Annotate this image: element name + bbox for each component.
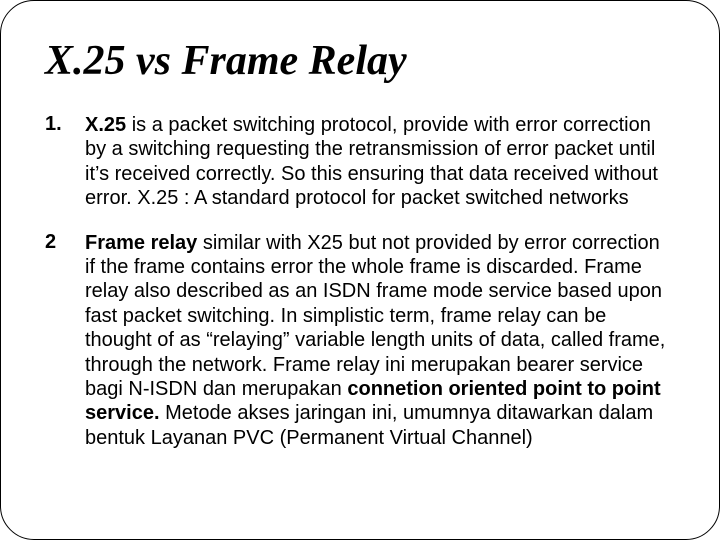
list-marker: 2	[45, 231, 85, 471]
text-run: Metode akses jaringan ini, umumnya ditaw…	[85, 402, 653, 448]
list-marker: 1.	[45, 113, 85, 231]
slide: X.25 vs Frame Relay 1. X.25 is a packet …	[0, 0, 720, 540]
text-run: similar with X25 but not provided by err…	[85, 232, 665, 400]
list-body: Frame relay similar with X25 but not pro…	[85, 231, 675, 471]
content-list: 1. X.25 is a packet switching protocol, …	[45, 113, 675, 470]
list-item: 1. X.25 is a packet switching protocol, …	[45, 113, 675, 231]
list-item: 2 Frame relay similar with X25 but not p…	[45, 231, 675, 471]
text-run-bold: X.25	[85, 114, 126, 136]
slide-title: X.25 vs Frame Relay	[45, 37, 675, 85]
text-run: is a packet switching protocol, provide …	[85, 114, 658, 209]
list-body: X.25 is a packet switching protocol, pro…	[85, 113, 675, 231]
text-run-bold: Frame relay	[85, 232, 197, 254]
